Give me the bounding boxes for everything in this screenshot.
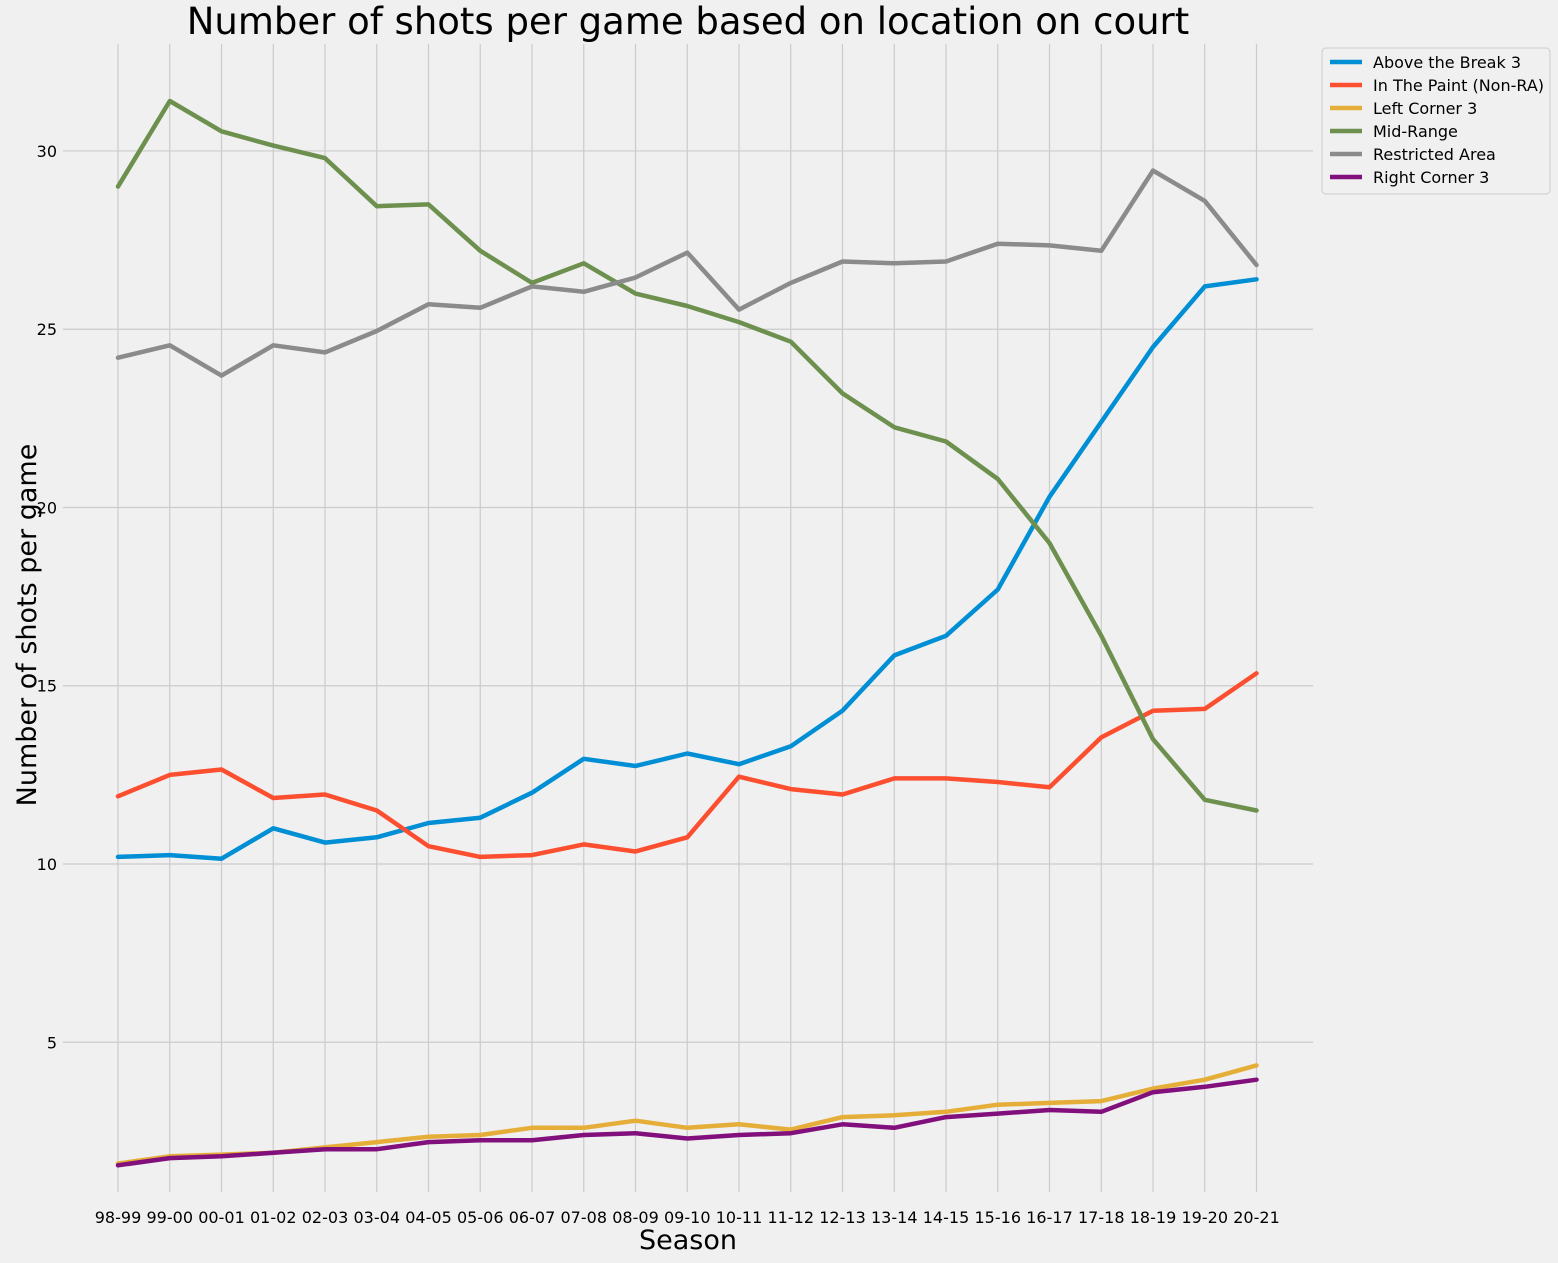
x-tick-label: 05-06 [457, 1208, 504, 1227]
x-tick-label: 07-08 [561, 1208, 608, 1227]
x-tick-label: 14-15 [923, 1208, 970, 1227]
x-tick-label: 01-02 [250, 1208, 297, 1227]
x-tick-label: 20-21 [1233, 1208, 1280, 1227]
x-tick-label: 11-12 [768, 1208, 815, 1227]
x-tick-label: 16-17 [1026, 1208, 1073, 1227]
legend: Above the Break 3 In The Paint (Non-RA) Le… [1321, 47, 1551, 195]
y-tick-label: 10 [37, 855, 57, 874]
legend-label-in-the-paint-non-ra: In The Paint (Non-RA) [1373, 76, 1544, 95]
y-tick-label: 30 [37, 142, 57, 161]
x-tick-label: 98-99 [95, 1208, 142, 1227]
x-tick-label: 17-18 [1078, 1208, 1125, 1227]
legend-label-restricted-area: Restricted Area [1373, 145, 1496, 164]
y-tick-label: 25 [37, 320, 57, 339]
legend-box [1321, 47, 1551, 195]
x-tick-label: 03-04 [354, 1208, 401, 1227]
series-line-restricted-area [115, 168, 1259, 378]
legend-label-above-the-break-3: Above the Break 3 [1373, 53, 1521, 72]
chart-title: Number of shots per game based on locati… [187, 0, 1190, 43]
y-tick-label: 5 [47, 1033, 57, 1052]
y-tick-label: 15 [37, 677, 57, 696]
x-tick-label: 18-19 [1130, 1208, 1177, 1227]
x-tick-label: 15-16 [975, 1208, 1022, 1227]
series-line-mid-range [115, 98, 1259, 813]
x-tick-label: 02-03 [302, 1208, 349, 1227]
x-tick-label: 08-09 [612, 1208, 659, 1227]
x-tick-label: 10-11 [716, 1208, 763, 1227]
y-axis-label: Number of shots per game [12, 444, 43, 807]
x-tick-label: 04-05 [405, 1208, 452, 1227]
legend-label-mid-range: Mid-Range [1373, 122, 1458, 141]
series-line-in-the-paint-non-ra [115, 671, 1259, 860]
x-tick-label: 09-10 [664, 1208, 711, 1227]
series-line-above-the-break-3 [115, 277, 1259, 861]
x-tick-label: 00-01 [198, 1208, 245, 1227]
x-tick-label: 06-07 [509, 1208, 556, 1227]
x-tick-label: 12-13 [819, 1208, 866, 1227]
x-axis-label: Season [639, 1225, 737, 1256]
legend-label-left-corner-3: Left Corner 3 [1373, 99, 1477, 118]
tick-labels: 98-99 99-00 00-01 01-02 02-03 03-04 04-05 05-06… [37, 142, 1280, 1227]
x-tick-label: 19-20 [1182, 1208, 1229, 1227]
legend-label-right-corner-3: Right Corner 3 [1373, 168, 1489, 187]
grid-lines [63, 44, 1313, 1192]
x-tick-label: 99-00 [147, 1208, 194, 1227]
x-tick-label: 13-14 [871, 1208, 918, 1227]
series-lines [115, 98, 1259, 1168]
y-tick-label: 20 [37, 498, 57, 517]
series-line-right-corner-3 [115, 1077, 1259, 1168]
